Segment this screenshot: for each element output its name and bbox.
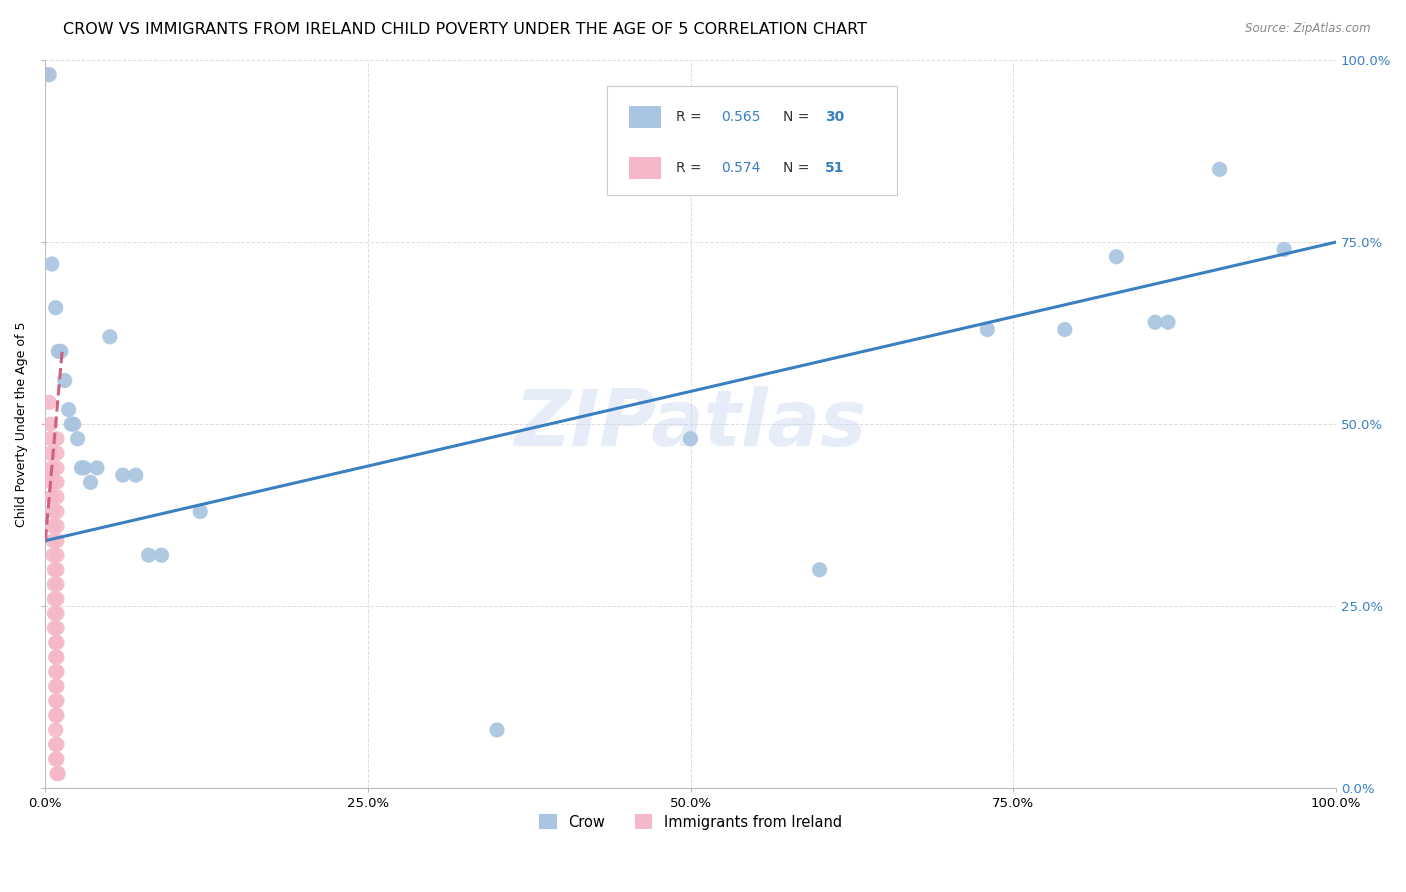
Point: [49, 344, 72, 359]
Point: [46, 475, 69, 490]
FancyBboxPatch shape: [628, 106, 661, 128]
Point: [41, 257, 63, 271]
Point: [44, 591, 66, 606]
Point: [1208, 162, 1230, 177]
Text: ZIPatlas: ZIPatlas: [515, 386, 866, 462]
Point: [46, 460, 69, 475]
Text: 51: 51: [825, 161, 844, 175]
Point: [44, 577, 66, 591]
Point: [46, 504, 69, 518]
Point: [46, 607, 69, 621]
Y-axis label: Child Poverty Under the Age of 5: Child Poverty Under the Age of 5: [15, 321, 28, 527]
Point: [1144, 315, 1167, 329]
Point: [45, 708, 67, 723]
Point: [46, 752, 69, 766]
Text: 30: 30: [825, 110, 844, 124]
Point: [46, 650, 69, 665]
Point: [86, 460, 108, 475]
Point: [38, 68, 60, 82]
Point: [45, 723, 67, 737]
Point: [111, 468, 134, 483]
Point: [46, 738, 69, 752]
Point: [38, 395, 60, 409]
Point: [41, 475, 63, 490]
Point: [98, 330, 121, 344]
Point: [45, 650, 67, 665]
Point: [46, 679, 69, 693]
Point: [46, 519, 69, 533]
Text: 0.565: 0.565: [721, 110, 761, 124]
Point: [62, 417, 84, 432]
Point: [46, 490, 69, 504]
Point: [73, 460, 96, 475]
Point: [485, 723, 508, 737]
Point: [45, 679, 67, 693]
Point: [46, 548, 69, 562]
Point: [42, 519, 65, 533]
Text: Source: ZipAtlas.com: Source: ZipAtlas.com: [1246, 22, 1371, 36]
FancyBboxPatch shape: [628, 157, 661, 178]
Point: [42, 533, 65, 548]
Point: [44, 563, 66, 577]
Point: [46, 344, 69, 359]
Point: [46, 766, 69, 780]
Point: [44, 607, 66, 621]
Point: [45, 635, 67, 649]
Point: [46, 577, 69, 591]
Point: [79, 475, 101, 490]
Point: [41, 468, 63, 483]
Text: N =: N =: [783, 161, 814, 175]
Point: [808, 563, 831, 577]
Point: [1053, 322, 1076, 336]
Point: [46, 665, 69, 679]
Point: [39, 432, 62, 446]
Point: [45, 752, 67, 766]
Point: [41, 490, 63, 504]
Point: [66, 432, 89, 446]
Point: [188, 504, 211, 518]
Point: [70, 460, 93, 475]
Point: [46, 635, 69, 649]
Point: [42, 504, 65, 518]
Text: N =: N =: [783, 110, 814, 124]
Text: 0.574: 0.574: [721, 161, 761, 175]
Point: [60, 417, 83, 432]
Point: [1157, 315, 1180, 329]
Point: [53, 374, 76, 388]
Point: [46, 533, 69, 548]
Point: [46, 694, 69, 708]
Text: R =: R =: [676, 110, 706, 124]
Point: [46, 563, 69, 577]
FancyBboxPatch shape: [606, 86, 897, 194]
Point: [45, 738, 67, 752]
Point: [976, 322, 998, 336]
Text: R =: R =: [676, 161, 706, 175]
Point: [1105, 250, 1128, 264]
Point: [45, 694, 67, 708]
Point: [679, 432, 702, 446]
Point: [1272, 243, 1295, 257]
Point: [125, 468, 148, 483]
Point: [39, 446, 62, 460]
Point: [138, 548, 160, 562]
Point: [58, 402, 80, 417]
Point: [46, 708, 69, 723]
Point: [45, 301, 67, 315]
Point: [150, 548, 173, 562]
Point: [37, 68, 59, 82]
Point: [44, 621, 66, 635]
Legend: Crow, Immigrants from Ireland: Crow, Immigrants from Ireland: [533, 808, 848, 836]
Point: [41, 460, 63, 475]
Point: [46, 591, 69, 606]
Point: [45, 665, 67, 679]
Point: [46, 621, 69, 635]
Point: [42, 548, 65, 562]
Point: [46, 766, 69, 780]
Text: CROW VS IMMIGRANTS FROM IRELAND CHILD POVERTY UNDER THE AGE OF 5 CORRELATION CHA: CROW VS IMMIGRANTS FROM IRELAND CHILD PO…: [63, 22, 868, 37]
Point: [39, 417, 62, 432]
Point: [46, 432, 69, 446]
Point: [46, 446, 69, 460]
